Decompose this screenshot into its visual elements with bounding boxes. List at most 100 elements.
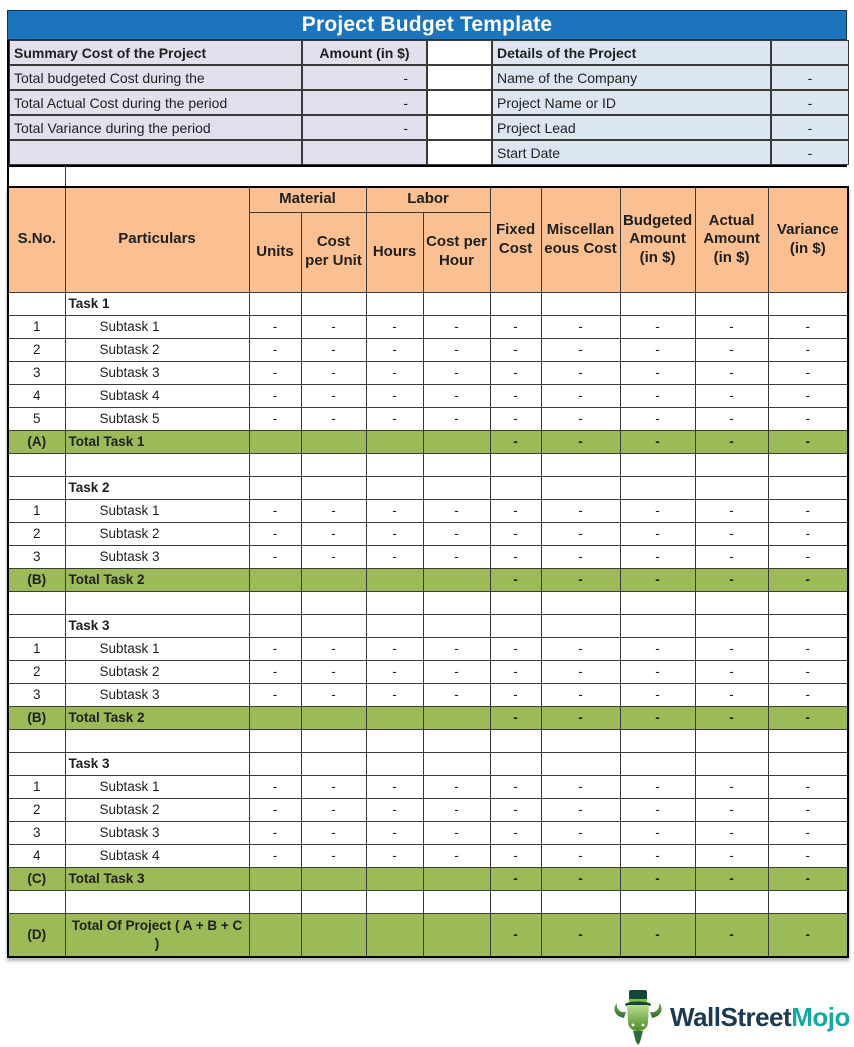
cell-value[interactable]: - bbox=[300, 521, 367, 546]
cell-value[interactable]: - bbox=[767, 337, 849, 362]
cell-value[interactable]: - bbox=[422, 659, 491, 684]
cell-value[interactable]: - bbox=[767, 567, 849, 592]
cell-value[interactable]: - bbox=[540, 866, 621, 891]
cell-value[interactable]: - bbox=[694, 866, 769, 891]
cell-value[interactable]: - bbox=[248, 682, 302, 707]
cell-value[interactable]: - bbox=[248, 636, 302, 661]
cell-value[interactable]: - bbox=[540, 521, 621, 546]
cell-value[interactable]: - bbox=[300, 498, 367, 523]
cell-value[interactable]: - bbox=[300, 820, 367, 845]
cell-value[interactable]: - bbox=[365, 337, 424, 362]
cell-value[interactable]: - bbox=[694, 360, 769, 385]
cell-value[interactable]: - bbox=[694, 820, 769, 845]
cell-value[interactable]: - bbox=[619, 521, 696, 546]
cell-value[interactable]: - bbox=[694, 682, 769, 707]
cell-value[interactable]: - bbox=[540, 429, 621, 454]
cell-value[interactable]: - bbox=[694, 912, 769, 958]
cell-value[interactable]: - bbox=[489, 521, 542, 546]
cell-value[interactable]: - bbox=[694, 337, 769, 362]
cell-value[interactable]: - bbox=[489, 774, 542, 799]
cell-value[interactable]: - bbox=[422, 360, 491, 385]
cell-value[interactable]: - bbox=[767, 360, 849, 385]
cell-value[interactable]: - bbox=[694, 544, 769, 569]
cell-value[interactable]: - bbox=[422, 544, 491, 569]
cell-value[interactable]: - bbox=[365, 774, 424, 799]
cell-value[interactable]: - bbox=[694, 659, 769, 684]
cell-value[interactable]: - bbox=[619, 797, 696, 822]
cell-value[interactable]: - bbox=[489, 498, 542, 523]
cell-value[interactable]: - bbox=[422, 820, 491, 845]
cell-value[interactable]: - bbox=[694, 383, 769, 408]
details-value-cell[interactable]: - bbox=[771, 65, 849, 90]
cell-value[interactable]: - bbox=[489, 797, 542, 822]
cell-value[interactable]: - bbox=[365, 682, 424, 707]
cell-value[interactable]: - bbox=[422, 682, 491, 707]
cell-value[interactable]: - bbox=[767, 774, 849, 799]
cell-value[interactable]: - bbox=[248, 337, 302, 362]
cell-value[interactable]: - bbox=[540, 682, 621, 707]
cell-value[interactable]: - bbox=[489, 636, 542, 661]
cell-value[interactable]: - bbox=[489, 544, 542, 569]
summary-amount-cell[interactable] bbox=[302, 140, 427, 165]
cell-value[interactable]: - bbox=[540, 636, 621, 661]
cell-value[interactable]: - bbox=[540, 705, 621, 730]
cell-value[interactable]: - bbox=[248, 314, 302, 339]
cell-value[interactable]: - bbox=[694, 406, 769, 431]
cell-value[interactable]: - bbox=[694, 314, 769, 339]
cell-value[interactable]: - bbox=[767, 912, 849, 958]
cell-value[interactable]: - bbox=[300, 383, 367, 408]
summary-amount-cell[interactable]: - bbox=[302, 90, 427, 115]
cell-value[interactable]: - bbox=[365, 521, 424, 546]
cell-value[interactable]: - bbox=[767, 866, 849, 891]
cell-value[interactable]: - bbox=[767, 383, 849, 408]
cell-value[interactable]: - bbox=[300, 636, 367, 661]
cell-value[interactable]: - bbox=[619, 866, 696, 891]
cell-value[interactable]: - bbox=[540, 912, 621, 958]
cell-value[interactable]: - bbox=[248, 774, 302, 799]
cell-value[interactable]: - bbox=[422, 383, 491, 408]
cell-value[interactable]: - bbox=[365, 659, 424, 684]
cell-value[interactable]: - bbox=[489, 406, 542, 431]
cell-value[interactable]: - bbox=[489, 682, 542, 707]
details-value-cell[interactable]: - bbox=[771, 115, 849, 140]
cell-value[interactable]: - bbox=[300, 406, 367, 431]
cell-value[interactable]: - bbox=[489, 659, 542, 684]
cell-value[interactable]: - bbox=[365, 544, 424, 569]
cell-value[interactable]: - bbox=[422, 314, 491, 339]
cell-value[interactable]: - bbox=[619, 429, 696, 454]
cell-value[interactable]: - bbox=[619, 314, 696, 339]
cell-value[interactable]: - bbox=[540, 567, 621, 592]
cell-value[interactable]: - bbox=[489, 429, 542, 454]
cell-value[interactable]: - bbox=[767, 498, 849, 523]
cell-value[interactable]: - bbox=[248, 843, 302, 868]
cell-value[interactable]: - bbox=[619, 337, 696, 362]
cell-value[interactable]: - bbox=[767, 314, 849, 339]
cell-value[interactable]: - bbox=[619, 360, 696, 385]
cell-value[interactable]: - bbox=[300, 659, 367, 684]
details-value-cell[interactable]: - bbox=[771, 140, 849, 165]
cell-value[interactable]: - bbox=[694, 567, 769, 592]
cell-value[interactable]: - bbox=[619, 567, 696, 592]
cell-value[interactable]: - bbox=[365, 314, 424, 339]
cell-value[interactable]: - bbox=[365, 498, 424, 523]
cell-value[interactable]: - bbox=[365, 406, 424, 431]
cell-value[interactable]: - bbox=[540, 337, 621, 362]
cell-value[interactable]: - bbox=[300, 337, 367, 362]
cell-value[interactable]: - bbox=[619, 705, 696, 730]
cell-value[interactable]: - bbox=[300, 682, 367, 707]
cell-value[interactable]: - bbox=[767, 705, 849, 730]
cell-value[interactable]: - bbox=[489, 360, 542, 385]
cell-value[interactable]: - bbox=[248, 383, 302, 408]
cell-value[interactable]: - bbox=[248, 498, 302, 523]
cell-value[interactable]: - bbox=[489, 866, 542, 891]
cell-value[interactable]: - bbox=[248, 820, 302, 845]
cell-value[interactable]: - bbox=[540, 774, 621, 799]
cell-value[interactable]: - bbox=[489, 314, 542, 339]
cell-value[interactable]: - bbox=[767, 682, 849, 707]
cell-value[interactable]: - bbox=[694, 498, 769, 523]
cell-value[interactable]: - bbox=[489, 705, 542, 730]
cell-value[interactable]: - bbox=[248, 544, 302, 569]
cell-value[interactable]: - bbox=[300, 797, 367, 822]
cell-value[interactable]: - bbox=[422, 774, 491, 799]
cell-value[interactable]: - bbox=[365, 843, 424, 868]
